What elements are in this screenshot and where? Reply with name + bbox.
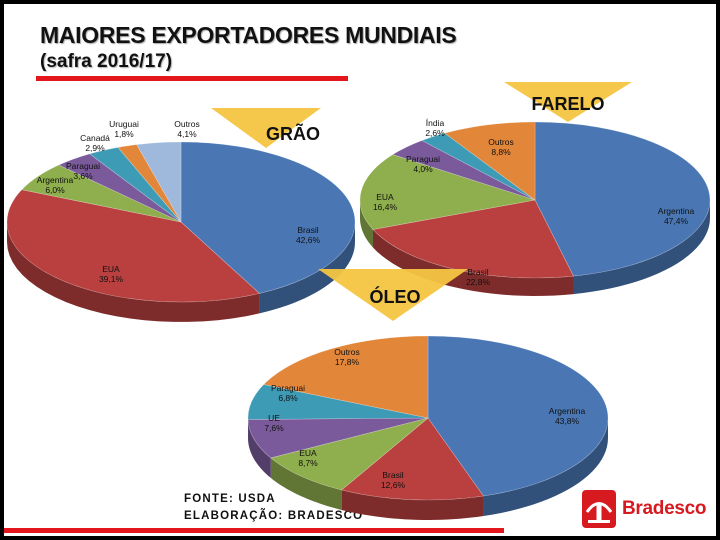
slice-label: Brasil: [467, 267, 488, 277]
bradesco-logo: Bradesco: [582, 490, 712, 530]
slice-value-label: 6,0%: [45, 185, 65, 195]
slice-label: Paraguai: [271, 383, 305, 393]
slice-label: EUA: [299, 448, 317, 458]
pie-slice-argentina: [534, 121, 711, 277]
slice-value-label: 42,6%: [296, 235, 321, 245]
slice-value-label: 4,0%: [413, 164, 433, 174]
chart-callout: [318, 269, 468, 321]
slice-label: Outros: [334, 347, 360, 357]
slice-label: UE: [268, 413, 280, 423]
slice-value-label: 3,6%: [73, 171, 93, 181]
elaboration-note: ELABORAÇÃO: BRADESCO: [184, 510, 364, 522]
slice-value-label: 39,1%: [99, 274, 124, 284]
slice-value-label: 7,6%: [264, 423, 284, 433]
slice-value-label: 43,8%: [555, 416, 580, 426]
slice-label: Argentina: [658, 206, 695, 216]
slice-label: Outros: [174, 119, 200, 129]
slice-value-label: 12,6%: [381, 480, 406, 490]
slice-value-label: 47,4%: [664, 216, 689, 226]
bradesco-tree-icon: [582, 490, 616, 528]
slice-value-label: 6,8%: [278, 393, 298, 403]
pie-side-brasil: [341, 489, 484, 520]
pie-side-eua: [7, 222, 260, 322]
page-subtitle: (safra 2016/17): [40, 51, 173, 72]
pie-slice-paraguai: [247, 384, 429, 420]
slice-label: EUA: [102, 264, 120, 274]
pie-side-argentina: [573, 200, 710, 295]
slice-value-label: 4,1%: [177, 129, 197, 139]
page-title: MAIORES EXPORTADORES MUNDIAIS: [40, 22, 457, 48]
slice-label: Brasil: [382, 470, 403, 480]
pie-slice-eua: [270, 417, 429, 491]
slice-label: Índia: [426, 118, 445, 128]
pie-side-ue: [248, 419, 271, 478]
pie-slice-outros: [263, 335, 429, 419]
pie-slice-eua: [6, 189, 261, 303]
chart-title: ÓLEO: [369, 286, 420, 307]
slice-label: Paraguai: [66, 161, 100, 171]
source-note: FONTE: USDA: [184, 493, 276, 505]
bradesco-logo-text: Bradesco: [622, 498, 707, 519]
pie-slice-brasil: [340, 417, 484, 501]
slice-value-label: 1,8%: [114, 129, 134, 139]
slice-label: Outros: [488, 137, 514, 147]
slice-value-label: 16,4%: [373, 202, 398, 212]
pie-slice-outros: [444, 121, 536, 201]
pie-slice-argentina: [21, 164, 182, 223]
pie-slice-paraguai: [58, 153, 182, 223]
slice-value-label: 8,8%: [491, 147, 511, 157]
pie-chart-2: Argentina43,8%Brasil12,6%EUA8,7%UE7,6%Pa…: [247, 269, 609, 520]
chart-callout: [211, 108, 321, 148]
footer-divider: [4, 528, 504, 533]
pie-side-brasil: [259, 222, 355, 314]
slice-label: Paraguai: [406, 154, 440, 164]
slice-label: EUA: [376, 192, 394, 202]
pie-slice-outros: [136, 141, 182, 224]
pie-slice-uruguai: [117, 144, 182, 223]
slice-label: Argentina: [37, 175, 74, 185]
pie-slice-índia: [421, 132, 536, 201]
pie-slice-canadá: [89, 147, 182, 223]
pie-slice-paraguai: [392, 140, 536, 201]
chart-callout: [504, 82, 632, 122]
slice-value-label: 2,6%: [425, 128, 445, 138]
pie-side-argentina: [483, 418, 608, 517]
pie-side-brasil: [373, 229, 574, 296]
pie-slice-argentina: [427, 335, 609, 497]
chart-title: FARELO: [531, 94, 604, 114]
slice-label: Argentina: [549, 406, 586, 416]
pie-slice-brasil: [180, 141, 356, 294]
chart-title: GRÃO: [266, 123, 320, 144]
slice-value-label: 8,7%: [298, 458, 318, 468]
slice-value-label: 17,8%: [335, 357, 360, 367]
pie-side-eua: [270, 457, 342, 510]
slice-value-label: 2,9%: [85, 143, 105, 153]
slice-label: Uruguai: [109, 119, 139, 129]
title-divider: [36, 76, 348, 81]
pie-slice-ue: [247, 417, 429, 459]
slice-value-label: 22,8%: [466, 277, 491, 287]
pie-side-eua: [360, 200, 374, 248]
slice-label: Canadá: [80, 133, 110, 143]
pie-slice-eua: [359, 154, 536, 230]
slice-label: Brasil: [297, 225, 318, 235]
